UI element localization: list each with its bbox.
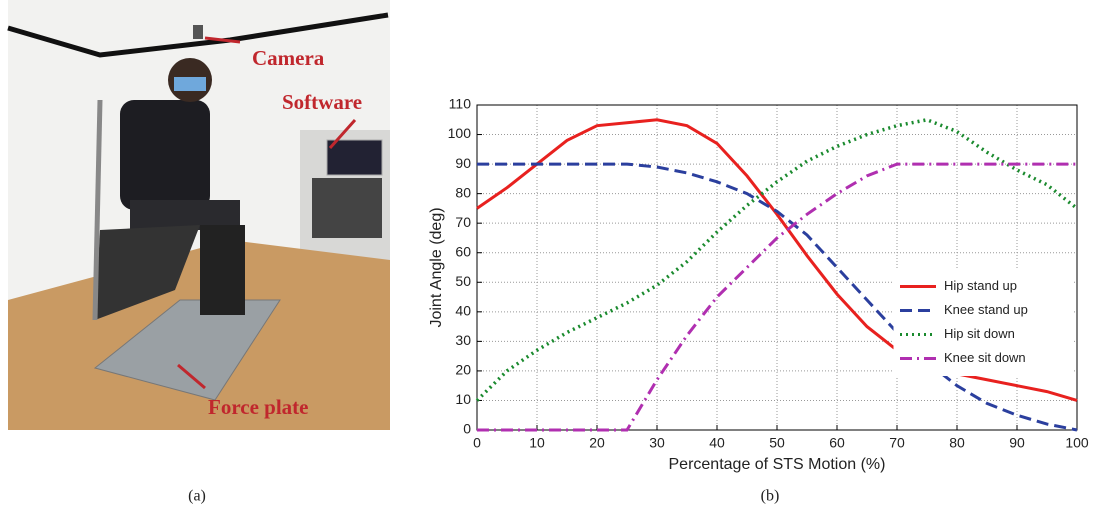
annotation: Force plate [208, 395, 309, 419]
x-tick-label: 60 [829, 435, 845, 451]
x-tick-label: 20 [589, 435, 605, 451]
annotation: Software [282, 90, 362, 114]
y-tick-label: 0 [463, 421, 471, 437]
y-axis-label: Joint Angle (deg) [428, 207, 445, 327]
monitor [327, 140, 382, 175]
x-tick-label: 0 [473, 435, 481, 451]
panel-label: (a) [188, 488, 206, 505]
person-body [120, 100, 210, 210]
y-tick-label: 100 [448, 125, 472, 141]
x-tick-label: 80 [949, 435, 965, 451]
legend-label: Hip sit down [944, 326, 1015, 341]
face-mask [174, 77, 206, 91]
x-tick-label: 90 [1009, 435, 1025, 451]
y-tick-label: 20 [455, 362, 471, 378]
y-tick-label: 70 [455, 214, 471, 230]
y-tick-label: 10 [455, 391, 471, 407]
y-tick-label: 50 [455, 273, 471, 289]
y-tick-label: 40 [455, 303, 471, 319]
chart: 0 10 20 30 40 50 60 70 80 90 100 110 0 10 20 30 40 50 60 70… [428, 96, 1089, 474]
y-tick-label: 90 [455, 155, 471, 171]
x-tick-label: 30 [649, 435, 665, 451]
exoskeleton [200, 225, 245, 315]
photo: Camera Software Force plate [8, 0, 390, 430]
y-tick-label: 80 [455, 184, 471, 200]
figure: Camera Software Force plate (a) (b) 0 10 2… [0, 0, 1098, 511]
x-tick-label: 100 [1065, 435, 1089, 451]
y-tick-label: 110 [449, 96, 472, 112]
x-tick-label: 70 [889, 435, 905, 451]
figure-canvas: Camera Software Force plate (a) (b) 0 10 2… [0, 0, 1098, 511]
y-tick-label: 60 [455, 243, 471, 259]
desk [312, 178, 382, 238]
camera [193, 25, 203, 39]
legend-label: Knee stand up [944, 302, 1028, 317]
x-tick-label: 10 [529, 435, 545, 451]
panel-label: (b) [761, 488, 780, 505]
x-tick-label: 40 [709, 435, 725, 451]
annotation: Camera [252, 46, 325, 70]
legend-label: Knee sit down [944, 350, 1026, 365]
x-axis-label: Percentage of STS Motion (%) [669, 456, 886, 473]
y-tick-label: 30 [455, 332, 471, 348]
x-tick-label: 50 [769, 435, 785, 451]
legend-label: Hip stand up [944, 278, 1017, 293]
